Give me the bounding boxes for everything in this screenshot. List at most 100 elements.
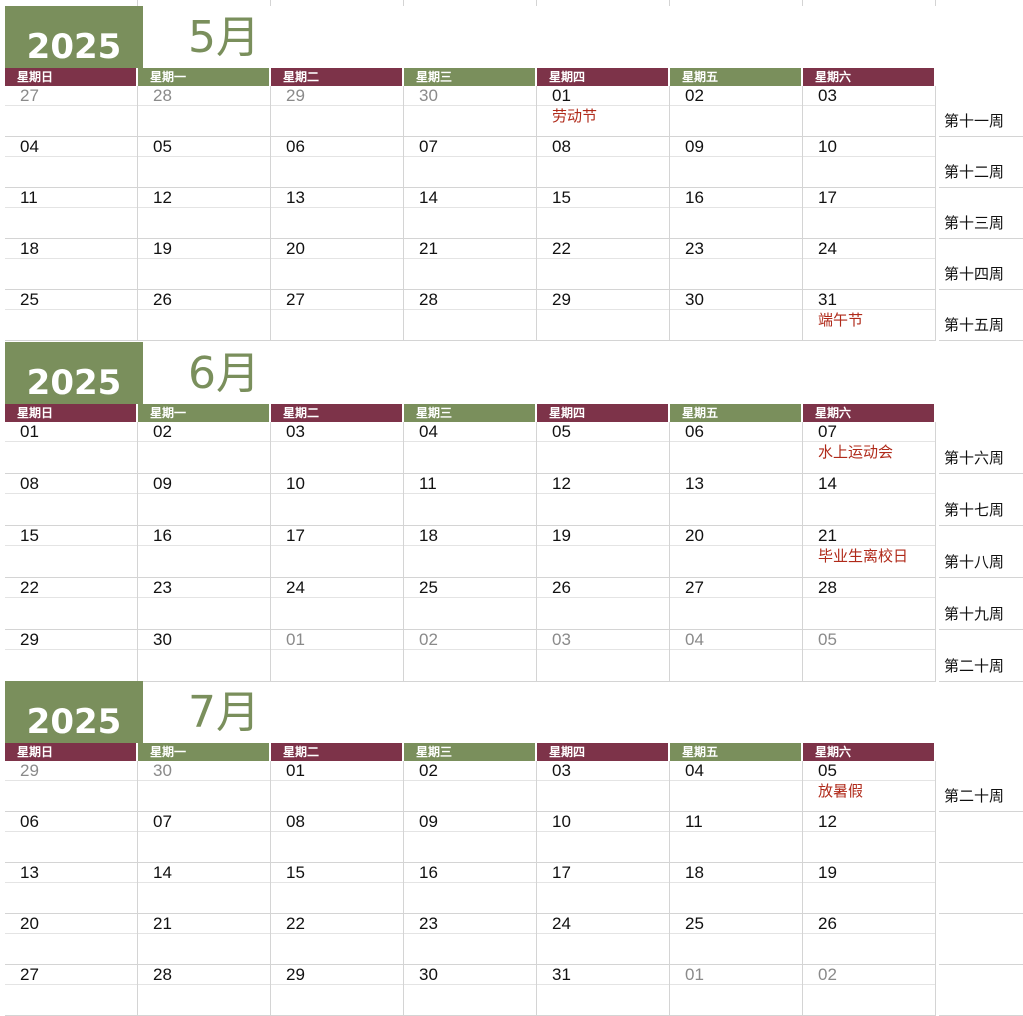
day-cell[interactable]: 07 水上运动会 xyxy=(803,422,936,474)
day-cell[interactable]: 25 xyxy=(670,914,803,965)
day-cell[interactable]: 24 xyxy=(803,239,936,290)
day-cell[interactable]: 19 xyxy=(803,863,936,914)
day-cell[interactable]: 14 xyxy=(803,474,936,526)
day-cell[interactable]: 03 xyxy=(803,86,936,137)
day-cell[interactable]: 03 xyxy=(271,422,404,474)
day-cell[interactable]: 21 毕业生离校日 xyxy=(803,526,936,578)
day-cell[interactable]: 21 xyxy=(138,914,271,965)
day-cell[interactable]: 28 xyxy=(138,965,271,1016)
day-cell[interactable]: 01 xyxy=(5,422,138,474)
day-cell[interactable]: 04 xyxy=(670,761,803,812)
day-cell[interactable]: 10 xyxy=(803,137,936,188)
day-cell[interactable]: 13 xyxy=(5,863,138,914)
day-cell[interactable]: 26 xyxy=(138,290,271,341)
day-cell[interactable]: 24 xyxy=(537,914,670,965)
day-cell[interactable]: 19 xyxy=(138,239,271,290)
day-cell[interactable]: 02 xyxy=(670,86,803,137)
day-cell[interactable]: 16 xyxy=(670,188,803,239)
day-cell[interactable]: 04 xyxy=(5,137,138,188)
day-cell[interactable]: 10 xyxy=(537,812,670,863)
day-cell[interactable]: 18 xyxy=(404,526,537,578)
day-cell[interactable]: 30 xyxy=(138,761,271,812)
day-cell[interactable]: 29 xyxy=(537,290,670,341)
day-cell[interactable]: 17 xyxy=(803,188,936,239)
day-cell[interactable]: 27 xyxy=(670,578,803,630)
day-cell[interactable]: 01 xyxy=(271,761,404,812)
day-cell[interactable]: 30 xyxy=(404,86,537,137)
day-cell[interactable]: 05 xyxy=(803,630,936,682)
day-cell[interactable]: 16 xyxy=(138,526,271,578)
day-cell[interactable]: 05 放暑假 xyxy=(803,761,936,812)
day-cell[interactable]: 31 xyxy=(537,965,670,1016)
day-cell[interactable]: 08 xyxy=(537,137,670,188)
day-cell[interactable]: 12 xyxy=(803,812,936,863)
day-cell[interactable]: 28 xyxy=(803,578,936,630)
day-cell[interactable]: 02 xyxy=(803,965,936,1016)
day-cell[interactable]: 29 xyxy=(5,761,138,812)
day-cell[interactable]: 13 xyxy=(271,188,404,239)
day-cell[interactable]: 16 xyxy=(404,863,537,914)
day-cell[interactable]: 17 xyxy=(271,526,404,578)
day-cell[interactable]: 10 xyxy=(271,474,404,526)
day-cell[interactable]: 08 xyxy=(5,474,138,526)
day-cell[interactable]: 14 xyxy=(404,188,537,239)
day-cell[interactable]: 29 xyxy=(271,86,404,137)
day-cell[interactable]: 18 xyxy=(670,863,803,914)
day-cell[interactable]: 30 xyxy=(404,965,537,1016)
day-cell[interactable]: 15 xyxy=(537,188,670,239)
day-cell[interactable]: 04 xyxy=(404,422,537,474)
day-cell[interactable]: 07 xyxy=(138,812,271,863)
day-cell[interactable]: 04 xyxy=(670,630,803,682)
day-cell[interactable]: 06 xyxy=(271,137,404,188)
day-cell[interactable]: 02 xyxy=(138,422,271,474)
day-cell[interactable]: 11 xyxy=(404,474,537,526)
day-cell[interactable]: 21 xyxy=(404,239,537,290)
day-cell[interactable]: 01 xyxy=(271,630,404,682)
day-cell[interactable]: 29 xyxy=(271,965,404,1016)
day-cell[interactable]: 12 xyxy=(138,188,271,239)
day-cell[interactable]: 30 xyxy=(670,290,803,341)
day-cell[interactable]: 05 xyxy=(138,137,271,188)
day-cell[interactable]: 03 xyxy=(537,630,670,682)
day-cell[interactable]: 02 xyxy=(404,630,537,682)
day-cell[interactable]: 09 xyxy=(670,137,803,188)
day-cell[interactable]: 25 xyxy=(5,290,138,341)
day-cell[interactable]: 24 xyxy=(271,578,404,630)
day-cell[interactable]: 23 xyxy=(670,239,803,290)
day-cell[interactable]: 27 xyxy=(271,290,404,341)
day-cell[interactable]: 02 xyxy=(404,761,537,812)
day-cell[interactable]: 28 xyxy=(138,86,271,137)
day-cell[interactable]: 06 xyxy=(670,422,803,474)
day-cell[interactable]: 27 xyxy=(5,965,138,1016)
day-cell[interactable]: 11 xyxy=(670,812,803,863)
day-cell[interactable]: 25 xyxy=(404,578,537,630)
day-cell[interactable]: 01 劳动节 xyxy=(537,86,670,137)
day-cell[interactable]: 18 xyxy=(5,239,138,290)
day-cell[interactable]: 27 xyxy=(5,86,138,137)
day-cell[interactable]: 01 xyxy=(670,965,803,1016)
day-cell[interactable]: 03 xyxy=(537,761,670,812)
day-cell[interactable]: 30 xyxy=(138,630,271,682)
day-cell[interactable]: 29 xyxy=(5,630,138,682)
day-cell[interactable]: 13 xyxy=(670,474,803,526)
day-cell[interactable]: 09 xyxy=(404,812,537,863)
day-cell[interactable]: 08 xyxy=(271,812,404,863)
day-cell[interactable]: 09 xyxy=(138,474,271,526)
day-cell[interactable]: 14 xyxy=(138,863,271,914)
day-cell[interactable]: 11 xyxy=(5,188,138,239)
day-cell[interactable]: 22 xyxy=(271,914,404,965)
day-cell[interactable]: 23 xyxy=(404,914,537,965)
day-cell[interactable]: 12 xyxy=(537,474,670,526)
day-cell[interactable]: 20 xyxy=(5,914,138,965)
day-cell[interactable]: 23 xyxy=(138,578,271,630)
day-cell[interactable]: 15 xyxy=(5,526,138,578)
day-cell[interactable]: 28 xyxy=(404,290,537,341)
day-cell[interactable]: 15 xyxy=(271,863,404,914)
day-cell[interactable]: 05 xyxy=(537,422,670,474)
day-cell[interactable]: 20 xyxy=(271,239,404,290)
day-cell[interactable]: 20 xyxy=(670,526,803,578)
day-cell[interactable]: 07 xyxy=(404,137,537,188)
day-cell[interactable]: 17 xyxy=(537,863,670,914)
day-cell[interactable]: 22 xyxy=(5,578,138,630)
day-cell[interactable]: 06 xyxy=(5,812,138,863)
